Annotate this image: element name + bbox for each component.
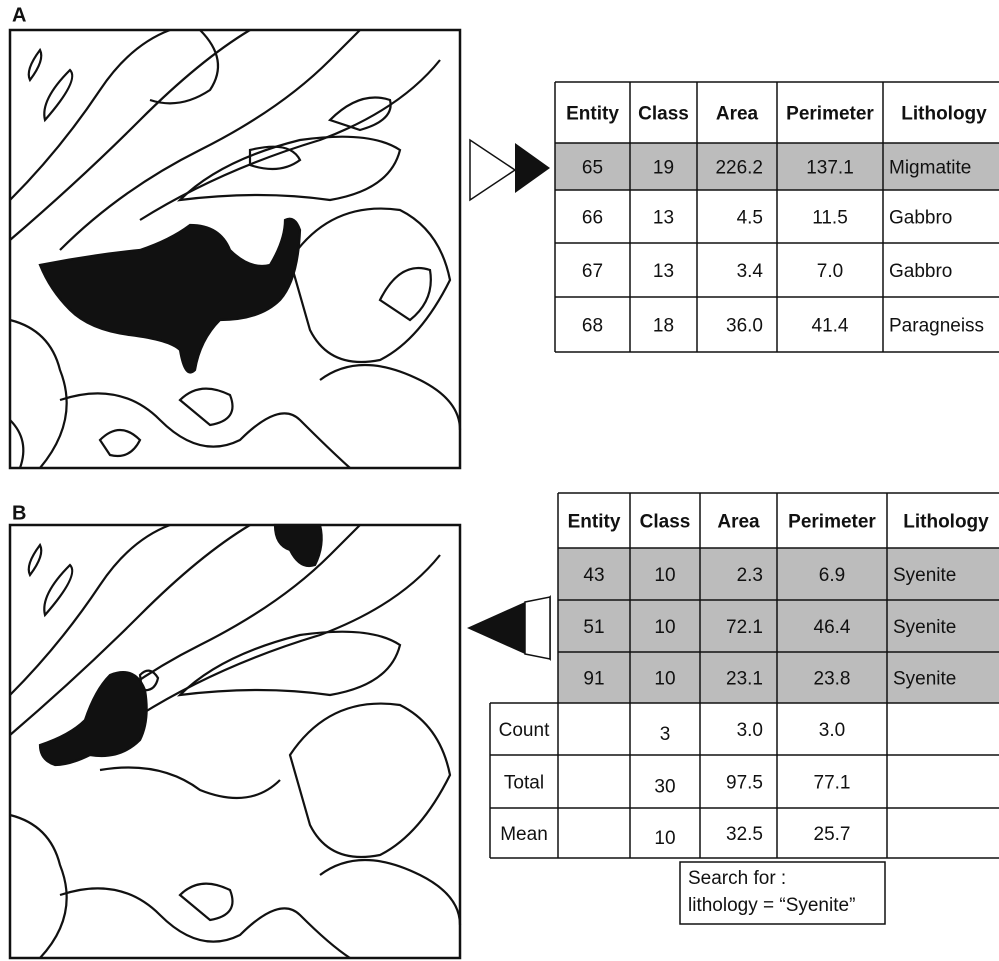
tables: Entity Class Area Perimeter Lithology 65 19 226… — [490, 82, 999, 858]
table-cell: 46.4 — [814, 617, 851, 638]
table-cell: 91 — [583, 669, 604, 690]
table-cell: 23.8 — [814, 669, 851, 690]
header-cell: Area — [717, 512, 760, 533]
table-cell: 10 — [654, 669, 675, 690]
arrow-b — [467, 597, 550, 659]
table-cell: 3.4 — [737, 261, 764, 282]
table-cell: 226.2 — [715, 158, 763, 179]
table-cell: 10 — [654, 565, 675, 586]
panel-label: A — [12, 4, 26, 26]
table-cell: 2.3 — [737, 565, 763, 586]
table-cell: 11.5 — [812, 208, 848, 229]
table-cell: Syenite — [893, 669, 956, 690]
header-cell: Class — [640, 512, 691, 533]
table-cell: 68 — [582, 316, 603, 337]
table-cell: 36.0 — [726, 316, 763, 337]
table-cell: 7.0 — [817, 261, 843, 282]
table-cell: 77.1 — [814, 773, 851, 794]
table-cell: Migmatite — [889, 158, 971, 179]
table-cell: 43 — [583, 565, 604, 586]
table-cell: Count — [499, 720, 550, 741]
table-cell: Gabbro — [889, 208, 952, 229]
table-cell: 66 — [582, 208, 603, 229]
header-cell: Entity — [566, 104, 619, 125]
figure-canvas: A B — [0, 0, 999, 961]
table-cell: 18 — [653, 316, 674, 337]
table-cell: 6.9 — [819, 565, 845, 586]
map-b — [10, 525, 460, 958]
table-cell: 32.5 — [726, 824, 763, 845]
header-cell: Lithology — [901, 104, 987, 125]
table-cell: 13 — [653, 261, 674, 282]
arrow-a — [470, 140, 550, 200]
table-cell: 97.5 — [726, 773, 763, 794]
search-text: lithology = “Syenite” — [688, 895, 855, 916]
table-cell: 137.1 — [806, 158, 854, 179]
search-text: Search for : — [688, 868, 786, 889]
header-cell: Lithology — [903, 512, 989, 533]
table-cell: Mean — [500, 824, 548, 845]
map-a — [10, 30, 460, 468]
header-cell: Entity — [568, 512, 621, 533]
table-cell: Paragneiss — [889, 316, 984, 337]
table-cell: 10 — [654, 617, 675, 638]
table-cell: 72.1 — [726, 617, 763, 638]
figure: A B — [0, 0, 999, 961]
header-cell: Class — [638, 104, 689, 125]
table-cell: 65 — [582, 158, 603, 179]
panel-label: B — [12, 502, 26, 524]
table-cell: 25.7 — [814, 824, 851, 845]
table-cell: 19 — [653, 158, 674, 179]
header-cell: Area — [716, 104, 759, 125]
table-cell: Total — [504, 773, 544, 794]
table-cell: 51 — [583, 617, 604, 638]
table-cell: Syenite — [893, 617, 956, 638]
table-cell: 3.0 — [737, 720, 763, 741]
table-cell: 10 — [654, 828, 675, 849]
table-cell: 23.1 — [726, 669, 763, 690]
table-cell: 30 — [654, 777, 675, 798]
table-cell: Syenite — [893, 565, 956, 586]
header-cell: Perimeter — [788, 512, 876, 533]
table-cell: 41.4 — [812, 316, 849, 337]
table-cell: Gabbro — [889, 261, 952, 282]
table-cell: 4.5 — [737, 208, 763, 229]
table-cell: 67 — [582, 261, 603, 282]
table-cell: 3.0 — [819, 720, 845, 741]
table-cell: 3 — [660, 724, 671, 745]
header-cell: Perimeter — [786, 104, 874, 125]
table-cell: 13 — [653, 208, 674, 229]
